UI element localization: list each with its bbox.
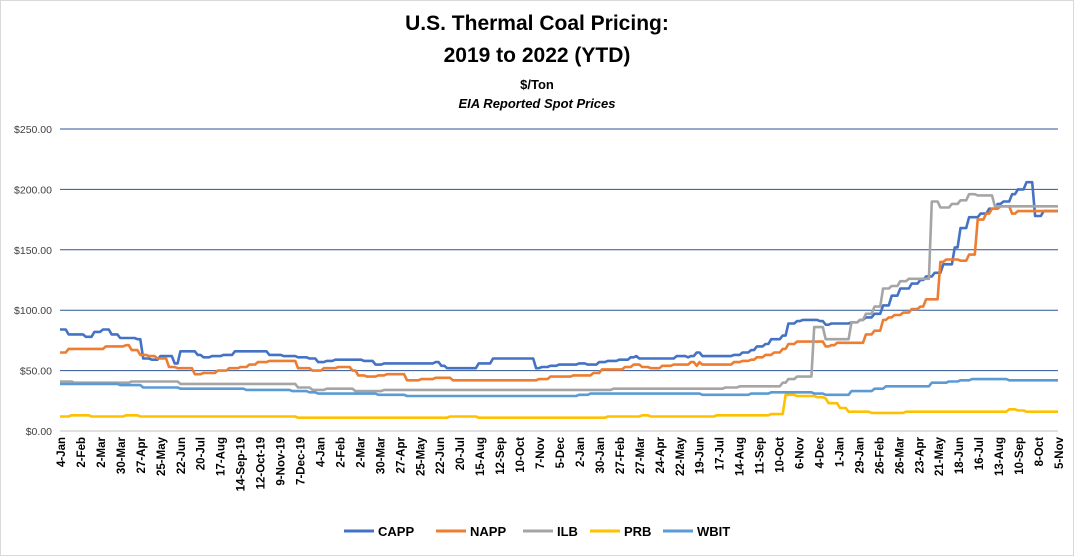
x-tick-label: 10-Oct [515,437,527,473]
x-tick-label: 24-Apr [655,436,667,473]
x-tick-label: 17-Jul [715,437,727,470]
chart-subtitle: $/Ton [520,77,554,92]
x-tick-label: 25-May [156,436,168,476]
chart-title: U.S. Thermal Coal Pricing: [405,12,669,35]
y-tick-label: $50.00 [20,366,52,378]
series-line-wbit [60,377,1058,398]
x-tick-label: 25-May [415,436,427,476]
legend-label: WBIT [697,524,730,539]
x-tick-label: 14-Sep-19 [236,437,248,491]
x-tick-label: 2-Mar [355,436,367,467]
x-tick-label: 26-Mar [894,436,906,474]
x-tick-label: 5-Nov [1054,436,1066,469]
legend-label: PRB [624,524,651,539]
x-tick-label: 13-Aug [994,437,1006,476]
y-tick-label: $200.00 [14,184,52,196]
x-tick-label: 27-Apr [136,436,148,473]
x-tick-label: 12-Oct-19 [256,437,268,489]
x-tick-label: 18-Jun [954,437,966,474]
x-tick-label: 9-Nov-19 [276,437,288,486]
x-tick-label: 26-Feb [874,437,886,474]
x-tick-label: 27-Apr [395,436,407,473]
x-tick-label: 29-Jan [854,437,866,473]
x-tick-label: 4-Jan [56,437,68,467]
y-tick-label: $100.00 [14,305,52,317]
x-tick-label: 7-Dec-19 [296,437,308,485]
x-tick-label: 2-Feb [76,437,88,468]
x-tick-label: 21-May [934,436,946,476]
x-tick-label: 22-May [675,436,687,476]
legend-label: ILB [557,524,578,539]
x-tick-label: 14-Aug [735,437,747,476]
x-tick-label: 7-Nov [535,436,547,469]
x-tick-label: 15-Aug [475,437,487,476]
x-tick-label: 19-Jun [695,437,707,474]
x-tick-label: 16-Jul [974,437,986,470]
x-tick-label: 27-Feb [615,437,627,474]
legend-label: NAPP [470,524,506,539]
x-tick-label: 5-Dec [555,436,567,468]
x-tick-label: 23-Apr [914,436,926,473]
series-line-ilb [60,192,1058,393]
chart-title-line2: 2019 to 2022 (YTD) [443,44,631,67]
x-tick-label: 2-Jan [575,437,587,467]
x-tick-label: 20-Jul [196,437,208,470]
x-tick-label: 22-Jun [435,437,447,474]
y-tick-label: $150.00 [14,245,52,257]
x-tick-label: 8-Oct [1034,437,1046,467]
x-tick-label: 27-Mar [635,436,647,474]
legend-label: CAPP [378,524,414,539]
x-tick-label: 2-Feb [335,437,347,468]
x-tick-label: 12-Sep [495,437,507,475]
x-tick-label: 22-Jun [176,437,188,474]
x-tick-label: 17-Aug [216,437,228,476]
x-tick-label: 6-Nov [795,436,807,469]
x-tick-label: 20-Jul [455,437,467,470]
x-tick-label: 30-Mar [375,436,387,474]
x-tick-label: 30-Mar [116,436,128,474]
series-line-napp [60,205,1058,382]
x-tick-label: 11-Sep [755,437,767,474]
chart-subtitle-2: EIA Reported Spot Prices [458,96,616,111]
x-tick-label: 2-Mar [96,436,108,467]
y-tick-label: $250.00 [14,124,52,136]
series-line-prb [60,393,1058,419]
x-tick-label: 4-Dec [814,436,826,468]
x-tick-label: 10-Sep [1014,437,1026,475]
series-line-capp [60,180,1058,370]
x-tick-label: 10-Oct [775,437,787,473]
x-tick-label: 4-Jan [315,437,327,467]
x-tick-label: 30-Jan [595,437,607,473]
y-tick-label: $0.00 [26,426,52,438]
x-tick-label: 1-Jan [834,437,846,467]
